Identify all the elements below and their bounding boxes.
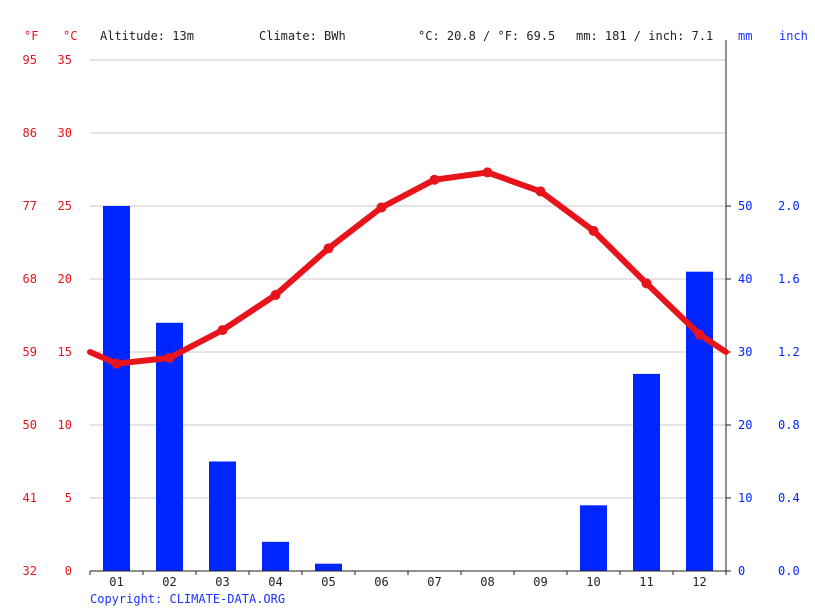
x-tick-label: 07 [427, 575, 441, 589]
x-tick-label: 08 [480, 575, 494, 589]
y-tick-mm: 40 [738, 272, 752, 286]
x-tick-label: 11 [639, 575, 653, 589]
y-tick-f: 68 [23, 272, 37, 286]
temperature-point [164, 352, 175, 363]
precip-bar [686, 271, 713, 571]
temperature-point [429, 174, 440, 185]
temperature-point [111, 358, 122, 369]
temperature-point [323, 243, 334, 254]
y-tick-f: 50 [23, 418, 37, 432]
x-tick-label: 01 [109, 575, 123, 589]
y-tick-c: 25 [58, 199, 72, 213]
x-tick-label: 03 [215, 575, 229, 589]
y-tick-c: 15 [58, 345, 72, 359]
y-tick-c: 10 [58, 418, 72, 432]
x-tick-label: 10 [586, 575, 600, 589]
y-tick-inch: 0.0 [778, 564, 800, 578]
y-tick-c: 30 [58, 126, 72, 140]
x-tick-label: 05 [321, 575, 335, 589]
y-tick-mm: 0 [738, 564, 745, 578]
grid-lines [90, 59, 726, 499]
climate-label: Climate: BWh [259, 29, 346, 43]
altitude-label: Altitude: 13m [100, 29, 194, 43]
unit-c-label: °C [63, 29, 77, 43]
precip-bar [633, 373, 660, 571]
y-tick-inch: 0.4 [778, 491, 800, 505]
y-tick-inch: 1.6 [778, 272, 800, 286]
x-tick-label: 04 [268, 575, 282, 589]
precip-bar [580, 505, 607, 571]
unit-inch-label: inch [779, 29, 808, 43]
temperature-point [588, 225, 599, 236]
unit-f-label: °F [24, 29, 38, 43]
precip-bar [103, 206, 130, 571]
y-tick-inch: 0.8 [778, 418, 800, 432]
y-tick-f: 59 [23, 345, 37, 359]
precip-bar [262, 541, 289, 571]
precip-bar [209, 461, 236, 571]
x-tick-label: 09 [533, 575, 547, 589]
y-tick-mm: 30 [738, 345, 752, 359]
precipitation-bars [103, 206, 713, 571]
y-tick-c: 20 [58, 272, 72, 286]
y-tick-inch: 2.0 [778, 199, 800, 213]
precip-bar [156, 322, 183, 571]
temperature-point [694, 329, 705, 340]
x-tick-label: 06 [374, 575, 388, 589]
y-tick-f: 86 [23, 126, 37, 140]
axes [89, 40, 731, 575]
temperature-point [641, 278, 652, 289]
x-tick-label: 12 [692, 575, 706, 589]
y-tick-mm: 20 [738, 418, 752, 432]
temperature-line [87, 167, 729, 369]
temperature-series-line [87, 169, 729, 367]
y-tick-f: 41 [23, 491, 37, 505]
temperature-point [217, 325, 228, 336]
y-tick-f: 77 [23, 199, 37, 213]
x-tick-label: 02 [162, 575, 176, 589]
temperature-point [535, 186, 546, 197]
unit-mm-label: mm [738, 29, 752, 43]
y-tick-mm: 10 [738, 491, 752, 505]
y-tick-mm: 50 [738, 199, 752, 213]
precip-bar [315, 563, 342, 571]
tick-labels: 0 32 5 41 10 50 15 59 20 68 25 77 30 86 35 95 0 0.0 10 0.4 2… [23, 53, 800, 589]
y-tick-c: 0 [65, 564, 72, 578]
y-tick-f: 95 [23, 53, 37, 67]
y-tick-c: 5 [65, 491, 72, 505]
avg-temp-label: °C: 20.8 / °F: 69.5 [418, 29, 555, 43]
copyright-text: Copyright: CLIMATE-DATA.ORG [90, 592, 285, 606]
y-tick-f: 32 [23, 564, 37, 578]
precip-label: mm: 181 / inch: 7.1 [576, 29, 713, 43]
temperature-point [270, 290, 281, 301]
y-tick-c: 35 [58, 53, 72, 67]
y-tick-inch: 1.2 [778, 345, 800, 359]
temperature-point [482, 167, 493, 178]
temperature-point [376, 202, 387, 213]
